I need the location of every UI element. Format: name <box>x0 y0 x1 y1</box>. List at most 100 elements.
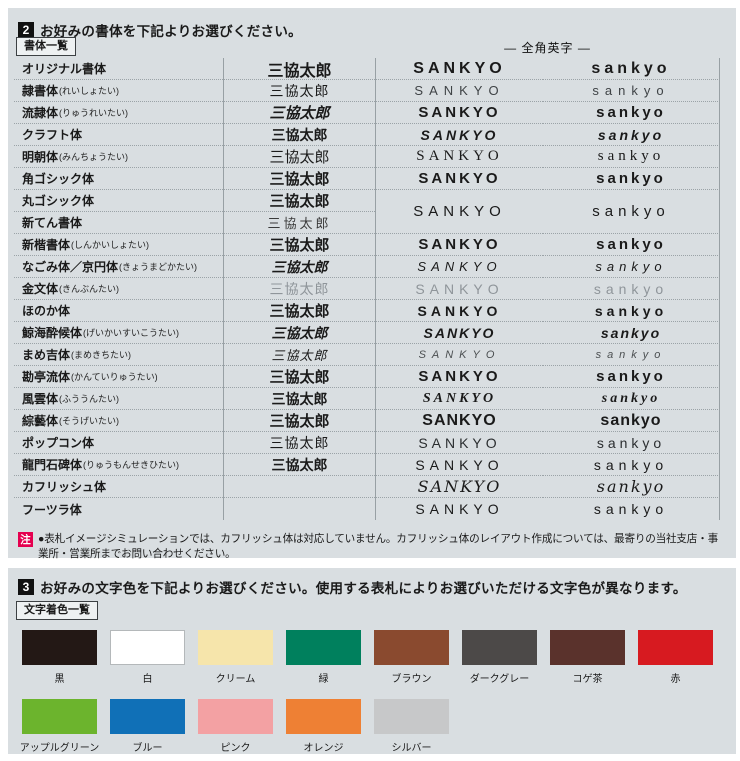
en-sample-upper: SANKYO <box>375 322 543 344</box>
jp-sample: 三協太郎 <box>223 102 375 124</box>
en-sample-lower: sankyo <box>543 256 720 278</box>
font-row-name: ほのか体 <box>14 300 223 322</box>
color-tile-7 <box>638 630 713 665</box>
font-name: 金文体 <box>22 282 59 296</box>
section-2-number: 2 <box>18 22 34 38</box>
color-tile-2 <box>198 630 273 665</box>
jp-sample: 三協太郎 <box>223 454 375 476</box>
note-text: ●表札イメージシミュレーションでは、カフリッシュ体は対応していません。カフリッシ… <box>38 533 718 560</box>
color-swatch: 赤 <box>638 630 713 685</box>
color-tile-10 <box>198 699 273 734</box>
font-reading: (れいしょたい) <box>59 86 120 96</box>
color-swatch-label: シルバー <box>391 743 432 754</box>
color-tile-11 <box>286 699 361 734</box>
en-sample-lower: sankyo <box>543 234 720 256</box>
font-reading: (きょうまどかたい) <box>119 262 198 272</box>
font-name: ほのか体 <box>22 304 71 318</box>
en-sample-upper: SANKYO <box>375 256 543 278</box>
color-swatch: 黒 <box>22 630 97 685</box>
font-reading: (そうげいたい) <box>59 416 120 426</box>
color-swatch-label: アップルグリーン <box>19 743 100 754</box>
jp-sample: 三協太郎 <box>223 58 375 80</box>
en-sample-upper: SANKYO <box>375 58 543 80</box>
color-swatch-label: 白 <box>142 674 153 685</box>
font-reading: (りゅうもんせきひたい) <box>83 460 180 470</box>
font-row-name: 明朝体 (みんちょうたい) <box>14 146 223 168</box>
en-sample-lower: sankyo <box>543 168 720 190</box>
font-name: まめ吉体 <box>22 348 71 362</box>
en-sample-lower: sankyo <box>543 146 720 168</box>
jp-sample: 三協太郎 <box>223 234 375 256</box>
font-name: 鯨海酔候体 <box>22 326 83 340</box>
font-row-name: オリジナル書体 <box>14 58 223 80</box>
en-sample-upper: SANKYO <box>375 300 543 322</box>
section-3-header: 3 お好みの文字色を下記よりお選びください。使用する表札によりお選びいただける文… <box>18 577 687 597</box>
en-sample-lower: sankyo <box>543 124 720 146</box>
en-sample-lower: sankyo <box>543 322 720 344</box>
font-row-name: 綜藝体 (そうげいたい) <box>14 410 223 432</box>
font-row-name: 丸ゴシック体 <box>14 190 223 212</box>
font-reading: (りゅうれいたい) <box>59 108 129 118</box>
font-name: 隷書体 <box>22 84 59 98</box>
color-swatch-grid: 黒 白 クリーム 緑 ブラウン ダークグレー コゲ茶 赤アップルグリーン ブルー ピンク オレンジ シ… <box>19 630 713 754</box>
font-name: ポップコン体 <box>22 436 95 450</box>
color-swatch: 緑 <box>286 630 361 685</box>
font-row-name: ポップコン体 <box>14 432 223 454</box>
note-badge: 注 <box>18 532 33 547</box>
font-name: 流隷体 <box>22 106 59 120</box>
color-tile-12 <box>374 699 449 734</box>
jp-sample <box>223 498 375 520</box>
jp-sample: 三協太郎 <box>223 300 375 322</box>
en-sample-upper: SANKYO <box>375 168 543 190</box>
en-sample-upper: SANKYO <box>375 80 543 102</box>
jp-sample: 三協太郎 <box>223 432 375 454</box>
color-swatch-label: ブラウン <box>391 674 432 685</box>
color-tile-9 <box>110 699 185 734</box>
font-name: カフリッシュ体 <box>22 480 107 494</box>
color-swatch-label: コゲ茶 <box>572 674 603 685</box>
en-sample-lower: sankyo <box>543 498 720 520</box>
jp-sample: 三協太郎 <box>223 322 375 344</box>
font-row-name: なごみ体／京円体 (きょうまどかたい) <box>14 256 223 278</box>
en-sample-lower: sankyo <box>543 454 720 476</box>
color-tile-5 <box>462 630 537 665</box>
color-swatch: シルバー <box>374 699 449 754</box>
en-sample-lower: sankyo <box>543 300 720 322</box>
note-bar: 注 ●表札イメージシミュレーションでは、カフリッシュ体は対応していません。カフリ… <box>18 532 728 562</box>
font-row-name: 鯨海酔候体 (げいかいすいこうたい) <box>14 322 223 344</box>
en-sample-upper: SANKYO <box>375 476 543 498</box>
color-list-label: 文字着色一覧 <box>16 601 98 620</box>
color-swatch-label: ピンク <box>220 743 251 754</box>
font-row-name: クラフト体 <box>14 124 223 146</box>
en-sample-lower: sankyo <box>543 58 720 80</box>
font-name: 綜藝体 <box>22 414 59 428</box>
font-row-name: 金文体 (きんぶんたい) <box>14 278 223 300</box>
color-swatch: コゲ茶 <box>550 630 625 685</box>
font-name: なごみ体／京円体 <box>22 260 119 274</box>
color-swatch: オレンジ <box>286 699 361 754</box>
color-tile-1 <box>110 630 185 665</box>
color-swatch: クリーム <box>198 630 273 685</box>
jp-sample: 三協太郎 <box>223 278 375 300</box>
en-sample-lower: sankyo <box>543 80 720 102</box>
color-swatch: ブルー <box>110 699 185 754</box>
color-tile-3 <box>286 630 361 665</box>
font-row-name: 角ゴシック体 <box>14 168 223 190</box>
color-section-panel: 3 お好みの文字色を下記よりお選びください。使用する表札によりお選びいただける文… <box>8 568 736 754</box>
jp-sample: 三協太郎 <box>223 256 375 278</box>
jp-sample: 三協太郎 <box>223 80 375 102</box>
color-tile-4 <box>374 630 449 665</box>
en-sample-lower: sankyo <box>543 344 720 366</box>
jp-sample: 三協太郎 <box>223 366 375 388</box>
font-name: クラフト体 <box>22 128 83 142</box>
color-swatch: ダークグレー <box>462 630 537 685</box>
font-name: オリジナル書体 <box>22 62 107 76</box>
font-list-label: 書体一覧 <box>16 37 76 56</box>
font-name: 新てん書体 <box>22 216 83 230</box>
font-reading: (きんぶんたい) <box>59 284 120 294</box>
section-2-header: 2 お好みの書体を下記よりお選びください。 <box>18 20 302 40</box>
section-2-title: お好みの書体を下記よりお選びください。 <box>40 24 302 39</box>
font-reading: (げいかいすいこうたい) <box>83 328 180 338</box>
en-sample-upper: SANKYO <box>375 366 543 388</box>
en-sample-upper: SANKYO <box>375 388 543 410</box>
